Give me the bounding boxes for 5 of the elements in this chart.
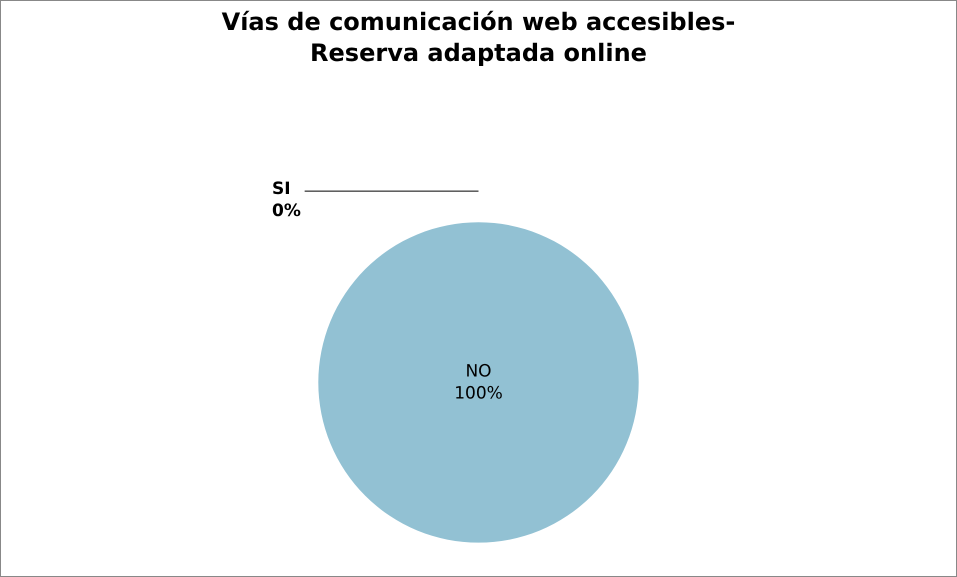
slice-label: NO: [465, 361, 492, 382]
chart-title: Vías de comunicación web accesibles- Reserva adaptada online: [222, 8, 736, 67]
category-label: SI: [272, 179, 291, 199]
data-label: 100%: [454, 384, 503, 404]
text: 0%: [272, 201, 301, 222]
